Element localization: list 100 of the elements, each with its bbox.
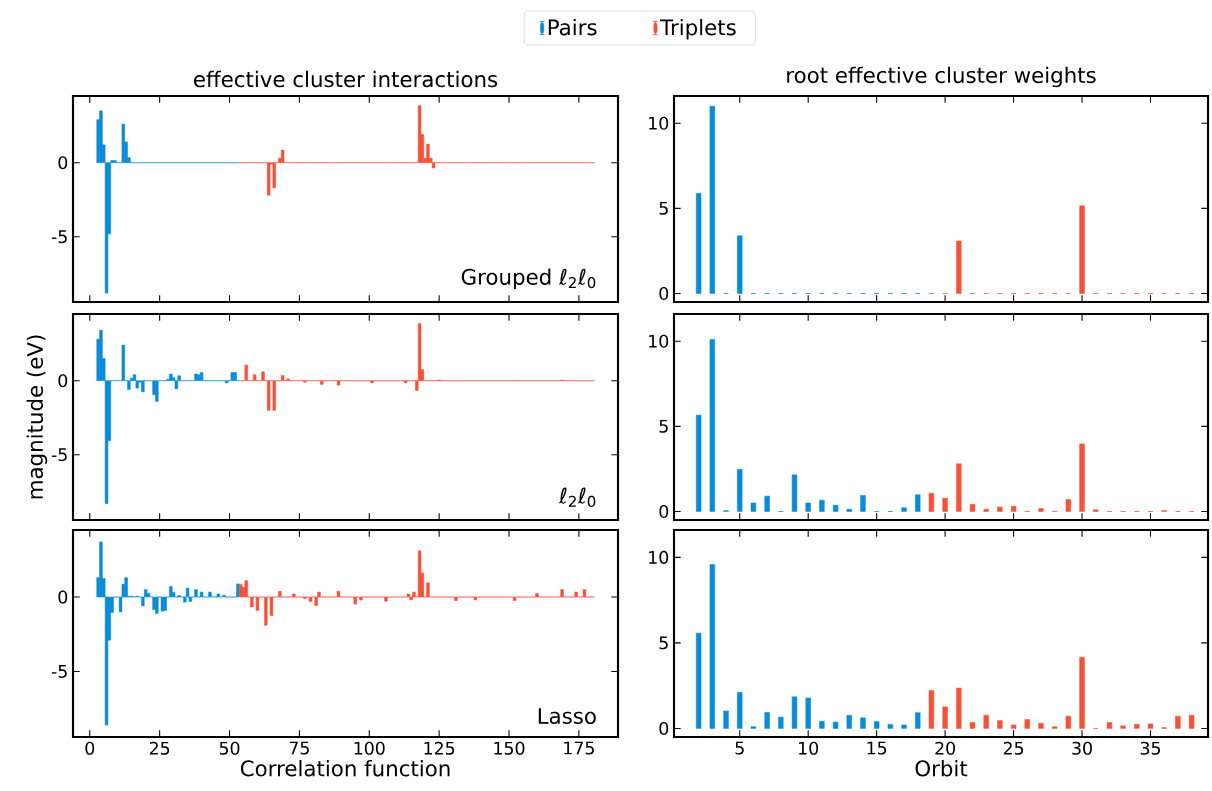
bar — [261, 371, 265, 381]
bar — [997, 720, 1003, 729]
bar — [709, 339, 716, 512]
annotation: Grouped ℓ$_{2}$ℓ$_{0}$ — [461, 268, 596, 290]
x-tick-label: 25 — [149, 741, 170, 755]
bar — [723, 710, 729, 729]
bar — [280, 149, 285, 163]
bar — [426, 582, 430, 598]
bar — [956, 463, 962, 512]
bar — [560, 589, 564, 598]
bar — [208, 591, 212, 598]
x-axis-title: Orbit — [915, 759, 968, 777]
bar — [417, 105, 422, 163]
x-tick-label: 10 — [799, 741, 819, 755]
y-tick-label: -5 — [51, 448, 67, 462]
bar — [163, 596, 167, 611]
bar — [873, 721, 880, 729]
bar — [1024, 719, 1030, 729]
bar — [1010, 724, 1017, 729]
bar — [412, 591, 416, 598]
x-tick-label: 25 — [1003, 741, 1024, 755]
annotation: Lasso — [538, 708, 596, 724]
bar — [253, 374, 257, 381]
bar — [99, 330, 103, 381]
x-tick-label: 30 — [1072, 741, 1092, 755]
bar — [901, 507, 907, 512]
x-tick-label: 75 — [289, 741, 309, 755]
bar — [819, 720, 825, 729]
chart-title: effective cluster interactions — [194, 70, 498, 88]
bar — [417, 550, 422, 598]
bar — [1079, 443, 1085, 512]
legend-label: Pairs — [548, 18, 597, 36]
bar — [244, 364, 248, 381]
bar — [336, 380, 341, 386]
bar — [1038, 508, 1044, 512]
y-tick-label: 10 — [649, 116, 669, 130]
bar — [737, 692, 743, 729]
bar — [233, 372, 237, 381]
y-tick-label: 0 — [659, 286, 669, 301]
bar — [582, 589, 587, 598]
bar — [846, 508, 852, 512]
bar — [353, 596, 357, 605]
bar — [750, 502, 757, 512]
x-tick-label: 125 — [424, 741, 455, 755]
bar — [832, 504, 839, 512]
bar — [832, 721, 839, 729]
bar — [737, 235, 743, 294]
bar — [1065, 499, 1072, 512]
bar — [199, 591, 204, 598]
x-tick-label: 50 — [219, 741, 240, 755]
bar — [1079, 205, 1085, 294]
bar — [278, 591, 282, 598]
x-tick-label: 35 — [1140, 741, 1161, 755]
bar — [152, 596, 156, 610]
bar — [805, 502, 811, 512]
y-axis-title: magnitude (eV) — [26, 335, 48, 499]
bar — [915, 712, 921, 729]
x-tick-label: 5 — [735, 741, 744, 755]
bar — [928, 492, 935, 512]
bar — [709, 105, 716, 294]
bar — [1065, 716, 1072, 729]
x-tick-label: 100 — [354, 741, 385, 755]
legend-label: Triplets — [660, 18, 736, 40]
bar — [805, 697, 811, 729]
bar — [846, 714, 852, 729]
bar — [901, 724, 907, 729]
bar — [141, 380, 145, 393]
bar — [1188, 714, 1195, 729]
bar — [695, 414, 702, 512]
bar — [695, 632, 702, 729]
bar — [99, 110, 103, 163]
y-tick-label: 0 — [659, 721, 669, 735]
bar — [1134, 724, 1140, 729]
bar — [1079, 656, 1085, 729]
x-tick-label: 175 — [564, 741, 594, 755]
bar — [983, 508, 989, 512]
y-tick-label: 0 — [58, 156, 68, 170]
chart-title: root effective cluster weights — [787, 66, 1096, 88]
y-tick-label: 5 — [659, 636, 668, 650]
bar — [764, 712, 770, 729]
y-tick-label: 10 — [649, 550, 669, 564]
bar — [983, 714, 989, 729]
y-tick-label: 0 — [58, 590, 68, 604]
bar — [574, 591, 578, 598]
bar — [169, 373, 173, 381]
y-tick-label: 5 — [659, 201, 668, 215]
bar — [99, 541, 103, 598]
bar — [764, 495, 770, 512]
y-tick-label: 0 — [659, 504, 669, 519]
bar — [197, 374, 201, 381]
bar — [969, 504, 976, 512]
bar — [426, 143, 430, 163]
bar — [887, 724, 894, 729]
bar — [155, 380, 159, 402]
bar — [778, 716, 784, 729]
bar — [320, 380, 324, 385]
bar — [860, 495, 866, 512]
bar — [737, 468, 743, 512]
y-tick-label: 5 — [659, 419, 668, 433]
bar — [384, 596, 388, 602]
